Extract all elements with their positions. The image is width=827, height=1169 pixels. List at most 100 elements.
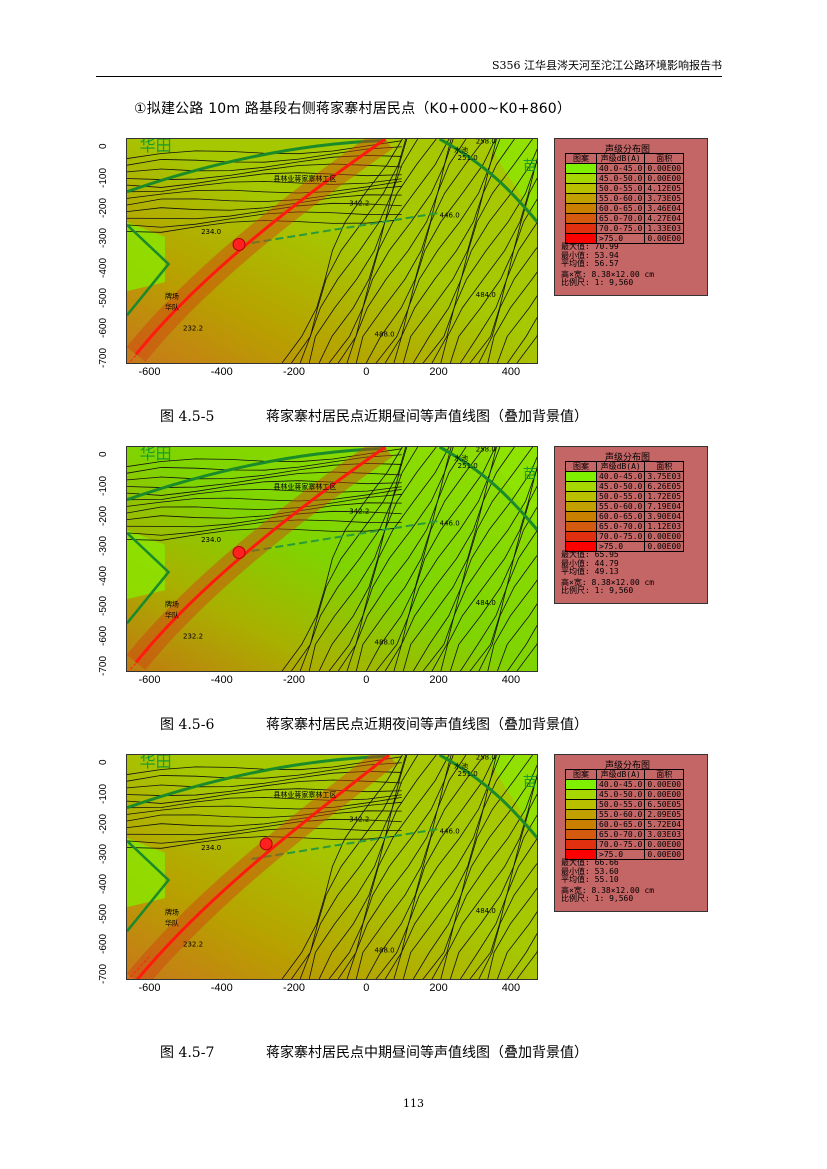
map-green-patch [127, 221, 165, 292]
legend-range: 50.0-55.0 [595, 799, 646, 810]
y-tick-label: -200 [98, 813, 109, 834]
scale-value: 1: 9,560 [594, 586, 634, 595]
min-value: 53.94 [594, 250, 619, 260]
y-tick-label: -300 [98, 227, 109, 248]
map-label: 342.2 [349, 199, 369, 207]
legend-row: 60.0-65.0 3.90E04 [565, 511, 685, 522]
legend-area: 0.00E00 [644, 789, 685, 800]
max-value: 70.99 [594, 242, 619, 251]
x-axis: -600 -400 -200 0 200 400 [126, 674, 538, 688]
legend-range: 60.0-65.0 [595, 819, 646, 830]
existing-road [438, 447, 537, 531]
legend-area: 3.90E04 [644, 511, 685, 522]
map-label: 258.0 [476, 139, 496, 146]
legend-row: 45.0-50.0 0.00E00 [565, 173, 685, 184]
map-label: 484.0 [476, 599, 496, 607]
map-label: 342.2 [349, 507, 369, 515]
receptor-point [232, 545, 246, 559]
legend-range: 70.0-75.0 [595, 223, 646, 234]
map-label: 232.2 [183, 632, 203, 640]
map-label: 232.2 [183, 324, 203, 332]
x-tick-label: 400 [501, 674, 521, 686]
boundary-line [251, 519, 440, 552]
x-tick-label: -200 [283, 982, 306, 994]
legend-range: >75.0 [595, 849, 646, 860]
boundary-line [251, 211, 440, 244]
scale-value: 1: 9,560 [594, 278, 634, 287]
legend-range: 55.0-60.0 [595, 809, 646, 820]
legend-range: 40.0-45.0 [595, 471, 646, 482]
map-label: 258.0 [476, 755, 496, 762]
scale-label: 比例尺: [561, 894, 590, 903]
legend-row: 70.0-75.0 0.00E00 [565, 839, 685, 850]
legend-col-area: 面积 [644, 769, 685, 780]
map-label: 342.2 [349, 815, 369, 823]
legend-area: 5.72E04 [644, 819, 685, 830]
legend-row: 70.0-75.0 1.33E03 [565, 223, 685, 234]
y-tick-label: -100 [98, 475, 109, 496]
legend-range: 40.0-45.0 [595, 779, 646, 790]
legend-title: 声级分布图 [605, 453, 651, 463]
proposed-road [134, 139, 387, 356]
x-tick-label: 200 [429, 366, 448, 378]
legend-area: 1.33E03 [644, 223, 685, 234]
map-label: 251.0 [458, 770, 478, 778]
existing-road [127, 447, 386, 502]
min-label: 最小值: [561, 558, 590, 568]
size-label: 高×宽: [561, 577, 587, 587]
legend-table: 图案 声级dB(A) 面积 40.0-45.0 3.75E03 45.0-50.… [565, 461, 685, 552]
map-label: 234.0 [201, 536, 221, 544]
y-tick-label: -500 [98, 596, 109, 617]
legend-range: 60.0-65.0 [595, 203, 646, 214]
legend-row: 65.0-70.0 3.03E03 [565, 829, 685, 840]
y-tick-label: -700 [98, 348, 109, 369]
size-value: 8.38×12.00 cm [591, 269, 655, 279]
legend-swatch [565, 203, 597, 214]
map-label: 牌场 [165, 908, 179, 917]
existing-road [127, 139, 386, 194]
legend-area: 3.73E05 [644, 193, 685, 204]
size-value: 8.38×12.00 cm [591, 577, 655, 587]
legend-row: 60.0-65.0 5.72E04 [565, 819, 685, 830]
legend-range: 45.0-50.0 [595, 173, 646, 184]
x-tick-label: -600 [138, 674, 161, 686]
legend-area: 0.00E00 [644, 779, 685, 790]
existing-road [127, 755, 386, 810]
y-tick-label: -200 [98, 197, 109, 218]
legend-area: 0.00E00 [644, 173, 685, 184]
figure-title: 蒋家寨村居民点中期昼间等声值线图（叠加背景值） [266, 1045, 588, 1061]
legend-row: 40.0-45.0 3.75E03 [565, 471, 685, 482]
min-label: 最小值: [561, 866, 590, 876]
legend-range: 50.0-55.0 [595, 491, 646, 502]
map-label: 华队 [165, 610, 179, 619]
x-tick-label: -400 [210, 982, 233, 994]
y-tick-label: -700 [98, 964, 109, 985]
legend-range: 50.0-55.0 [595, 183, 646, 194]
legend-swatch [565, 779, 597, 790]
y-tick-label: -400 [98, 874, 109, 895]
legend-swatch [565, 511, 597, 522]
legend-row: 45.0-50.0 0.00E00 [565, 789, 685, 800]
avg-label: 平均值: [561, 259, 590, 268]
legend-col-pattern: 图案 [565, 769, 597, 780]
legend-row: 40.0-45.0 0.00E00 [565, 163, 685, 174]
y-tick-label: -200 [98, 505, 109, 526]
legend-area: 6.50E05 [644, 799, 685, 810]
figure-title: 蒋家寨村居民点近期夜间等声值线图（叠加背景值） [266, 717, 588, 733]
legend-col-pattern: 图案 [565, 153, 597, 164]
legend-row: 40.0-45.0 0.00E00 [565, 779, 685, 790]
y-axis: 0 -100 -200 -300 -400 -500 -600 -700 [96, 446, 126, 676]
legend-area: 3.46E04 [644, 203, 685, 214]
map-label: 232.2 [183, 940, 203, 948]
y-tick-label: -700 [98, 656, 109, 677]
legend-range: 70.0-75.0 [595, 839, 646, 850]
legend-swatch [565, 471, 597, 482]
river-line [127, 531, 171, 625]
legend-col-level: 声级dB(A) [595, 769, 646, 780]
max-label: 最大值: [561, 858, 590, 867]
size-value: 8.38×12.00 cm [591, 885, 655, 895]
legend-area: 4.12E05 [644, 183, 685, 194]
boundary-line [251, 827, 440, 860]
legend-stats: 最大值: 70.99 最小值: 53.94 平均值: 56.57 高×宽: 8.… [561, 242, 655, 288]
river-line [127, 839, 171, 933]
